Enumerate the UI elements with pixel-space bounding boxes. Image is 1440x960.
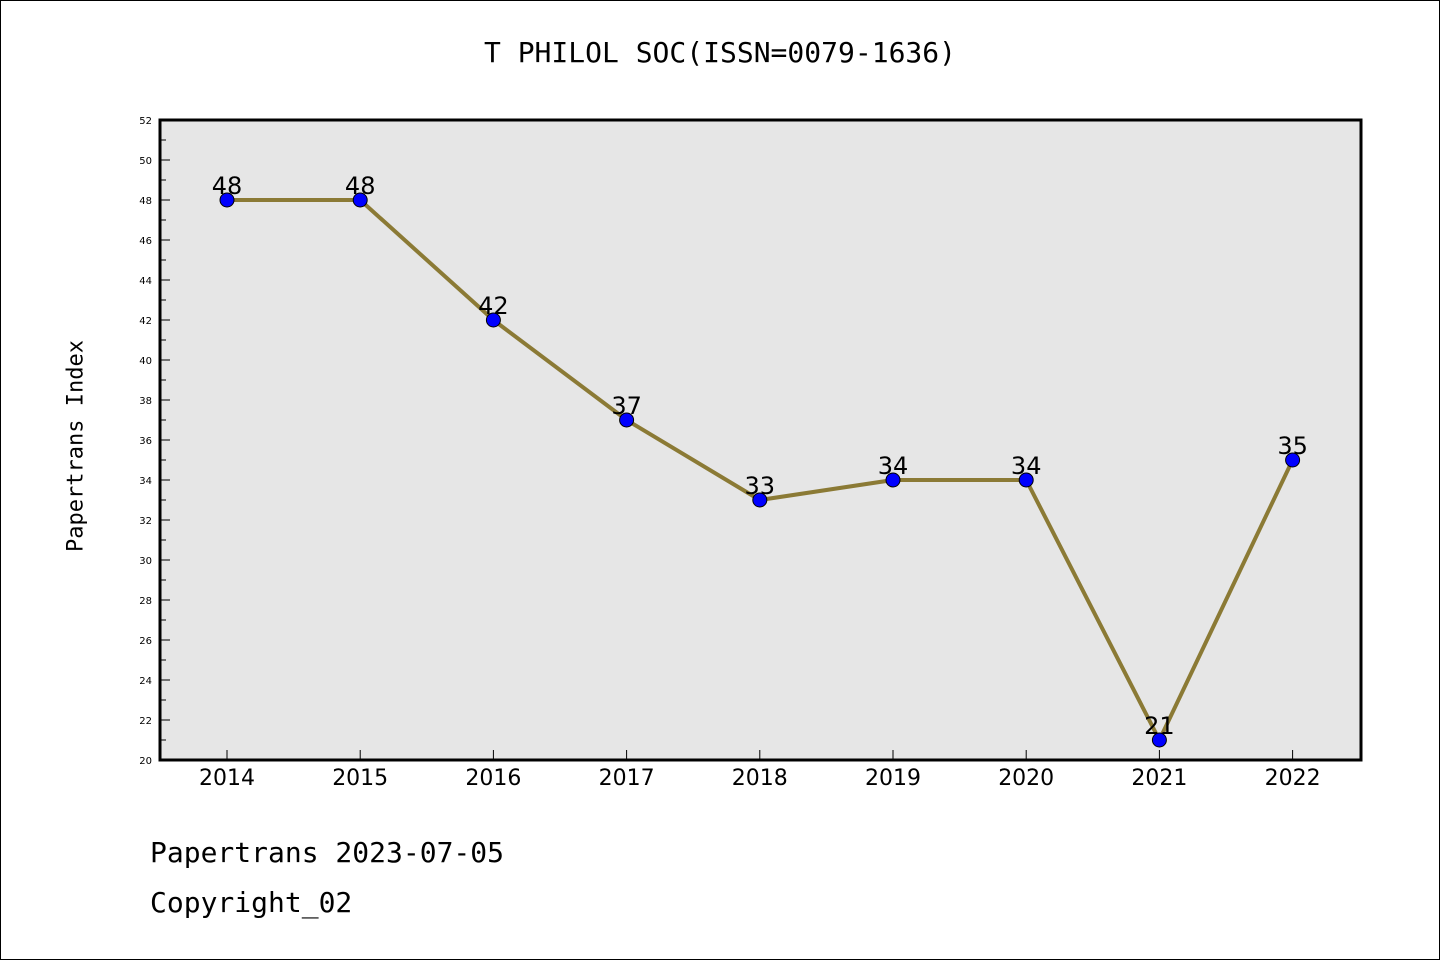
x-tick-label: 2019 (865, 766, 921, 791)
y-tick-label: 34 (139, 476, 152, 487)
data-label: 33 (745, 472, 776, 500)
data-point (1285, 452, 1301, 468)
y-tick-label: 28 (139, 596, 152, 607)
data-labels: 48 48 42 37 33 34 34 21 35 (212, 172, 1308, 740)
y-tick-label: 40 (139, 356, 152, 367)
x-tick-label: 2014 (199, 766, 255, 791)
footer-source: Papertrans 2023-07-05 (150, 836, 505, 869)
data-point (1151, 732, 1167, 748)
y-tick-label: 42 (139, 316, 152, 327)
y-tick-label: 24 (139, 676, 152, 687)
y-tick-label: 48 (139, 196, 152, 207)
x-tick-label: 2018 (732, 766, 788, 791)
x-axis-ticks: 2014 2015 2016 2017 2018 2019 2020 2021 2022 (199, 750, 1321, 791)
y-tick-label: 38 (139, 396, 152, 407)
data-label: 42 (478, 292, 509, 320)
chart-title: T PHILOL SOC(ISSN=0079-1636) (483, 36, 956, 69)
x-tick-label: 2017 (599, 766, 655, 791)
footer-copyright: Copyright_02 (150, 886, 353, 919)
y-tick-label: 30 (139, 556, 152, 567)
data-point (1018, 472, 1034, 488)
data-point (485, 312, 501, 328)
y-tick-label: 32 (139, 516, 152, 527)
y-tick-label: 36 (139, 436, 152, 447)
data-point (619, 412, 635, 428)
data-label: 37 (611, 392, 642, 420)
plot-area (160, 120, 1361, 760)
data-label: 48 (212, 172, 243, 200)
data-point (219, 192, 235, 208)
y-tick-label: 20 (139, 756, 152, 767)
plot-border (158, 118, 1363, 762)
data-point (352, 192, 368, 208)
data-label: 34 (1011, 452, 1042, 480)
y-tick-label: 52 (139, 116, 152, 127)
x-tick-label: 2016 (465, 766, 521, 791)
x-tick-label: 2015 (332, 766, 388, 791)
data-label: 48 (345, 172, 376, 200)
y-tick-label: 46 (139, 236, 152, 247)
x-tick-label: 2020 (998, 766, 1054, 791)
y-tick-label: 22 (139, 716, 152, 727)
data-label: 21 (1144, 712, 1175, 740)
y-tick-label: 50 (139, 156, 152, 167)
y-tick-label: 44 (139, 276, 152, 287)
data-label: 35 (1277, 432, 1308, 460)
x-tick-label: 2022 (1265, 766, 1321, 791)
y-tick-label: 26 (139, 636, 152, 647)
data-points (219, 192, 1301, 748)
data-label: 34 (878, 452, 909, 480)
x-tick-label: 2021 (1131, 766, 1187, 791)
data-point (885, 472, 901, 488)
data-point (752, 492, 768, 508)
